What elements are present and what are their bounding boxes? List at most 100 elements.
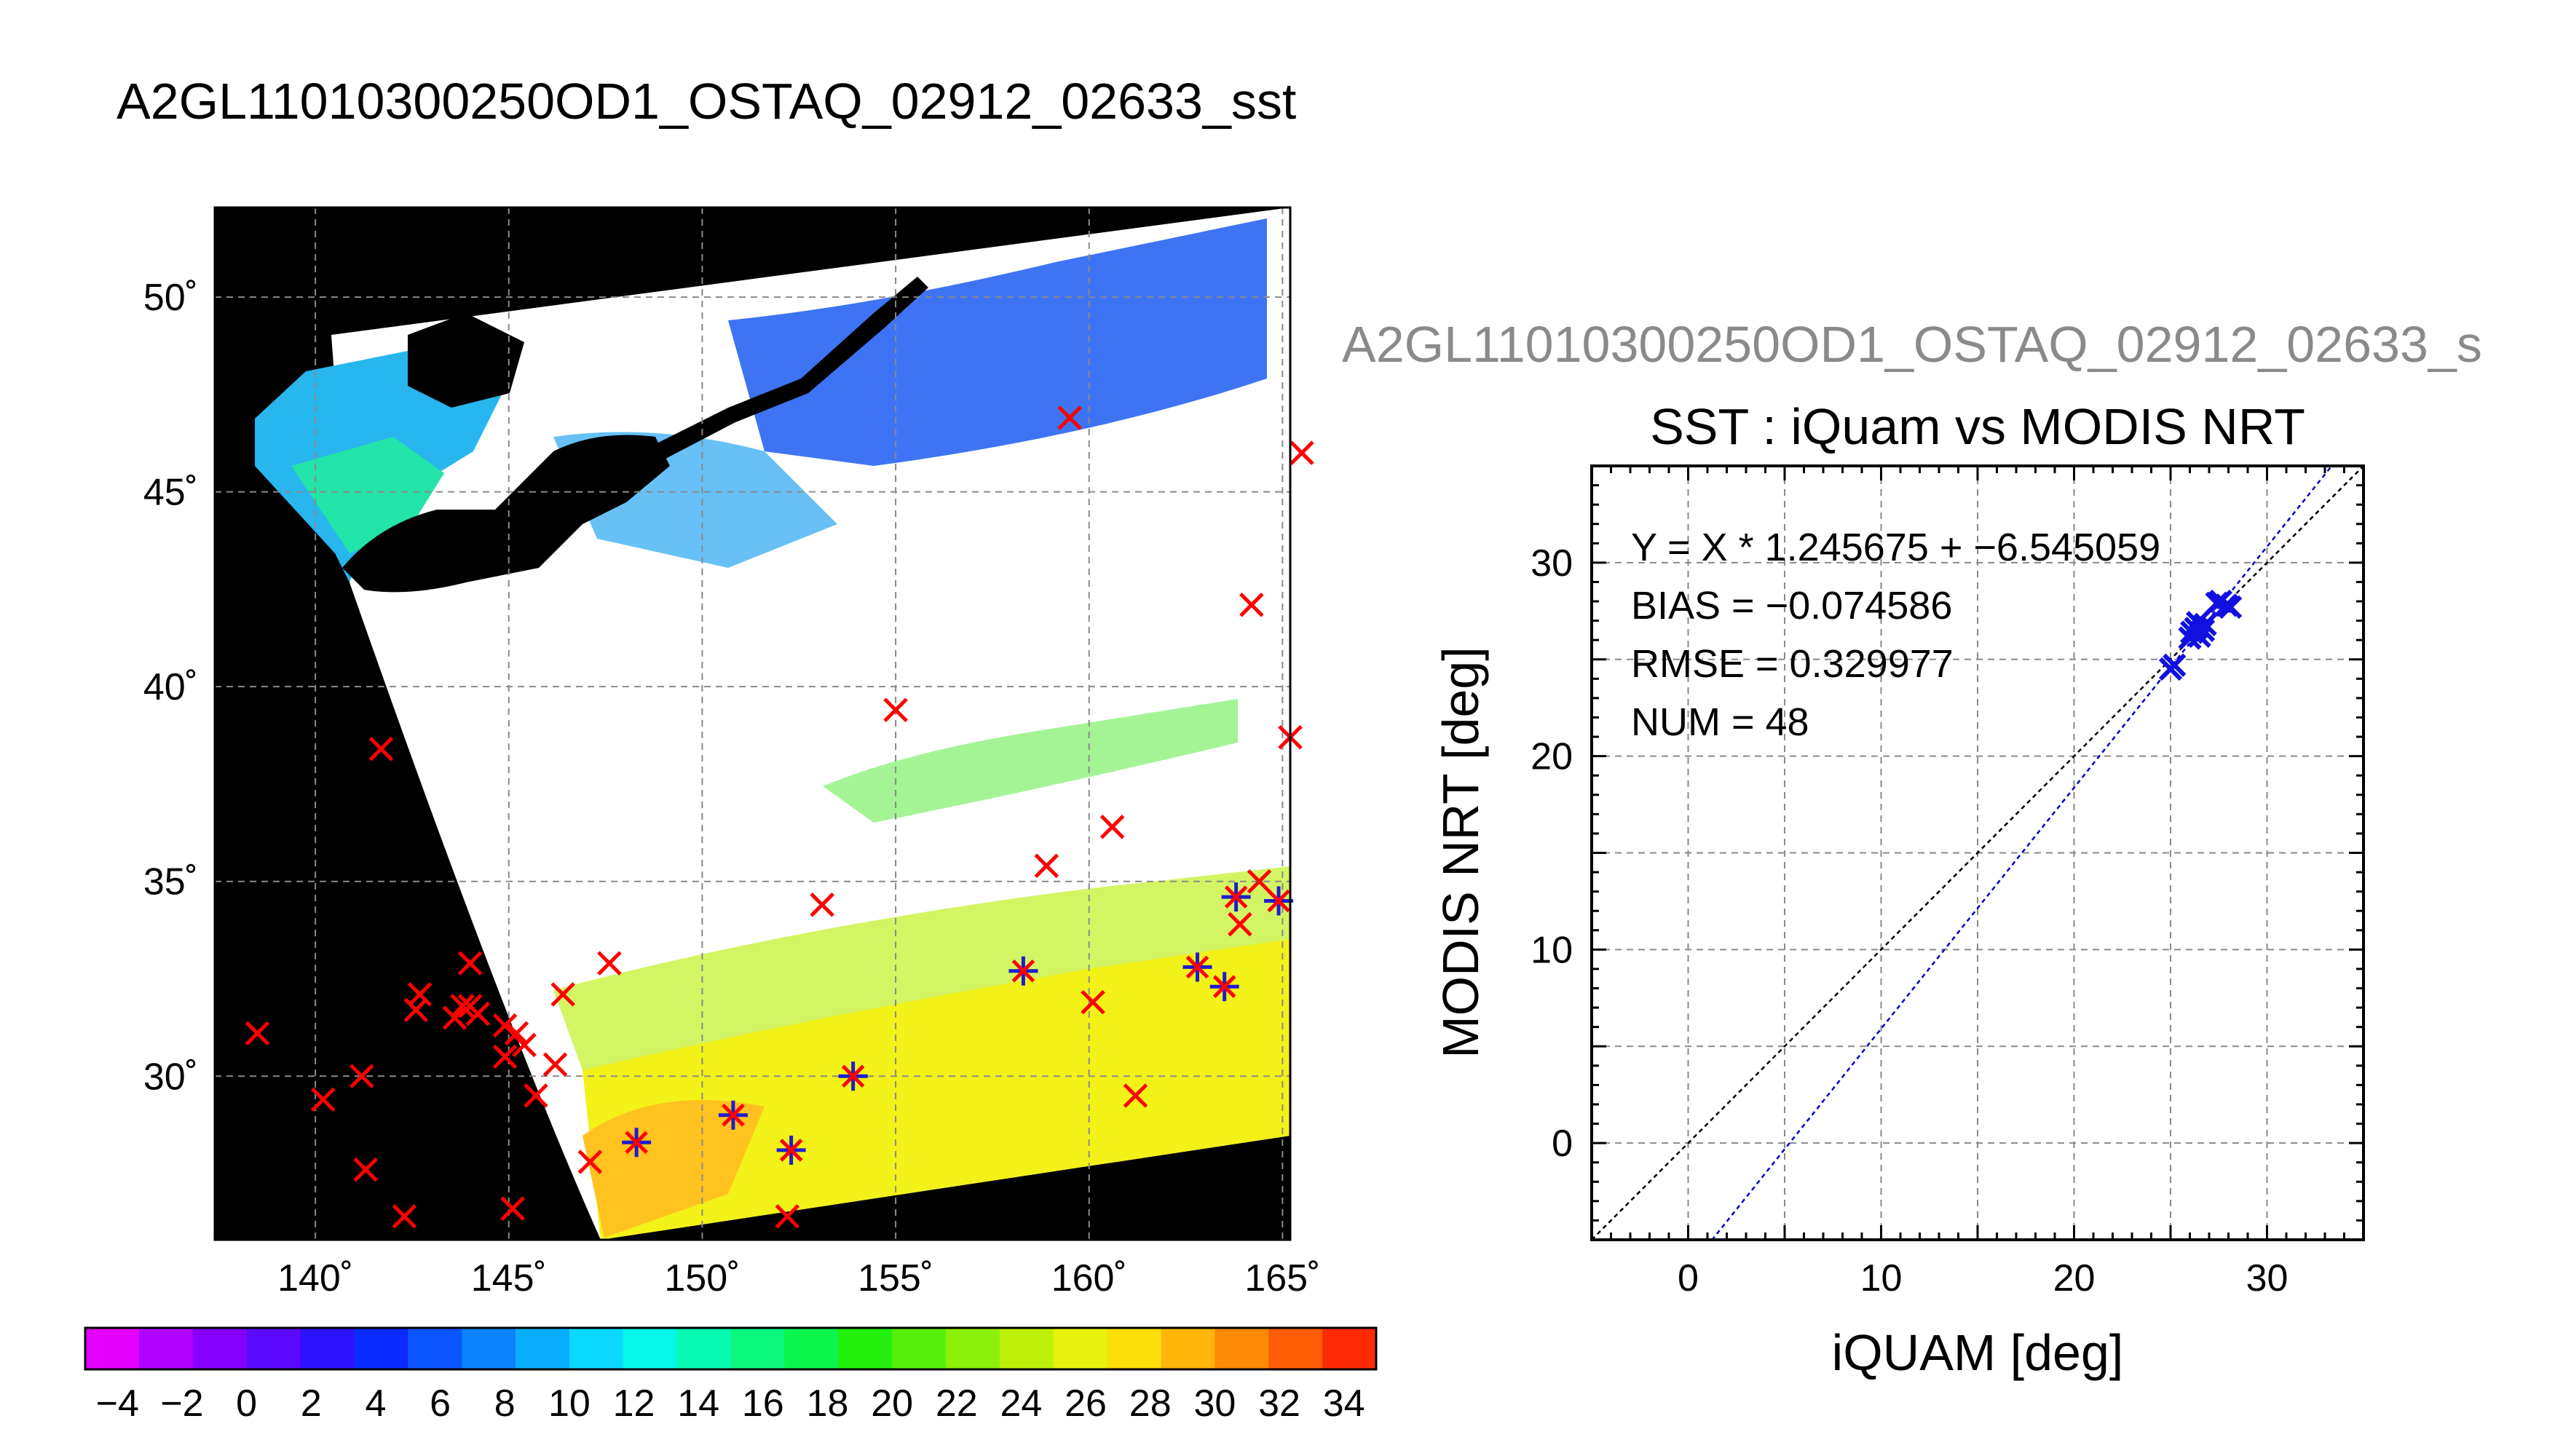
colorbar-tick-label: 28 [1129, 1382, 1172, 1425]
map-station-marker-red [392, 1204, 417, 1229]
colorbar-tick-label: 10 [548, 1382, 591, 1425]
map-lat-tick-label: 35˚ [143, 861, 198, 903]
map-station-marker-red [310, 1087, 336, 1112]
scatter-point [2193, 612, 2217, 637]
land-hokkaido [408, 313, 524, 408]
sst-map: 140˚ 145˚ 150˚ 155˚ 160˚ 165˚ 30˚ 35˚ 40˚ 45˚ 50˚ [143, 206, 1320, 1299]
colorbar-tick-label: 2 [301, 1382, 322, 1425]
map-lat-tick-label: 50˚ [143, 277, 198, 319]
scatter-x-label: iQUAM [deg] [1832, 1324, 2124, 1381]
colorbar-segment [192, 1328, 248, 1369]
colorbar-tick-label: 4 [365, 1382, 386, 1425]
map-station-marker-red [810, 893, 834, 917]
map-station-marker-matched [622, 1128, 652, 1158]
colorbar-tick-label: 14 [677, 1382, 719, 1425]
colorbar-tick-label: 34 [1323, 1382, 1365, 1425]
scatter-y-tick-label: 0 [1552, 1123, 1573, 1165]
land-kamchatka [917, 207, 1092, 255]
map-station-marker-red [442, 1005, 467, 1030]
map-station-marker-red [524, 1083, 548, 1108]
map-station-marker-red [457, 951, 483, 976]
identity-line [1592, 466, 2364, 1240]
map-lon-tick-label: 145˚ [471, 1257, 547, 1299]
map-station-marker-matched [776, 1135, 806, 1165]
map-station-marker-red [504, 1021, 529, 1046]
map-station-marker-red [407, 982, 433, 1007]
map-station-marker-red [403, 997, 429, 1023]
scatter-x-tick-label: 30 [2246, 1257, 2289, 1299]
map-lat-tick-label: 40˚ [143, 666, 198, 708]
map-lat-tick-label: 45˚ [143, 472, 198, 514]
map-lon-tick-label: 150˚ [664, 1257, 740, 1299]
colorbar-segment [354, 1328, 408, 1369]
scatter-point [2191, 618, 2216, 643]
colorbar-segment [946, 1328, 1000, 1369]
scatter-y-tick-label: 20 [1531, 736, 1573, 778]
map-station-marker-red [550, 982, 575, 1007]
colorbar-segment [1268, 1328, 1323, 1369]
stat-bias: BIAS = −0.074586 [1631, 584, 1952, 628]
sst-band-yellowgreen [553, 866, 1290, 1070]
map-station-marker-red [1247, 869, 1272, 894]
scatter-y-label: MODIS NRT [deg] [1432, 646, 1489, 1058]
map-station-marker-red [350, 1064, 374, 1089]
colorbar-segment [623, 1328, 678, 1369]
map-station-marker-matched [1221, 882, 1251, 912]
colorbar-segment [85, 1328, 140, 1369]
map-station-marker-matched [1264, 886, 1294, 916]
map-station-marker-red [1099, 815, 1125, 839]
scatter-y-tick-label: 10 [1531, 929, 1573, 971]
colorbar-segment [999, 1328, 1054, 1369]
map-lon-tick-label: 155˚ [858, 1257, 933, 1299]
scatter-point [2163, 653, 2187, 677]
map-station-marker-red [1228, 911, 1252, 937]
colorbar-segment [730, 1328, 785, 1369]
colorbar-tick-label: 32 [1258, 1382, 1300, 1425]
map-station-marker-red [492, 1044, 518, 1069]
sst-band-green-mid [823, 699, 1238, 823]
colorbar-frame [84, 1326, 1378, 1371]
map-lat-tick-label: 30˚ [143, 1056, 198, 1098]
scatter-x-tick-label: 20 [2053, 1257, 2096, 1299]
colorbar-tick-label: −4 [96, 1382, 139, 1425]
map-station-marker-matched [1008, 956, 1038, 986]
map-station-marker-red [1057, 405, 1082, 430]
map-station-marker-red [465, 1001, 491, 1026]
map-station-marker-red [492, 1013, 518, 1038]
stat-num: NUM = 48 [1631, 700, 1809, 744]
map-frame [213, 206, 1292, 1241]
colorbar-segment [1215, 1328, 1269, 1369]
map-lon-tick-label: 165˚ [1244, 1257, 1320, 1299]
scatter-super-title: A2GL11010300250OD1_OSTAQ_02912_02633_s [1342, 316, 2482, 373]
colorbar-segment [1107, 1328, 1161, 1369]
colorbar-tick-label: 20 [871, 1382, 913, 1425]
colorbar-segment [784, 1328, 839, 1369]
map-lon-tick-label: 160˚ [1051, 1257, 1127, 1299]
map-station-marker-red [245, 1021, 270, 1046]
colorbar-segment [1322, 1328, 1377, 1369]
colorbar-tick-label: −2 [160, 1382, 203, 1425]
map-station-marker-matched [838, 1061, 868, 1091]
colorbar-tick-label: 8 [494, 1382, 516, 1425]
scatter-x-tick-label: 10 [1860, 1257, 1903, 1299]
colorbar-segment [138, 1328, 194, 1369]
map-station-marker-red [1081, 989, 1105, 1015]
colorbar-segment [892, 1328, 947, 1369]
scatter-title: SST : iQuam vs MODIS NRT [1650, 398, 2305, 455]
map-station-marker-red [450, 994, 475, 1018]
colorbar-tick-label: 6 [430, 1382, 451, 1425]
map-station-marker-red [353, 1157, 378, 1182]
map-station-marker-red [1239, 593, 1264, 617]
colorbar-tick-label: 30 [1193, 1382, 1236, 1425]
regression-line [1710, 466, 2333, 1240]
sst-band-yellow [583, 939, 1290, 1240]
colorbar-segment [246, 1328, 301, 1369]
map-station-marker-red [500, 1196, 525, 1221]
map-station-marker-matched [1182, 952, 1212, 982]
map-station-marker-red [883, 697, 908, 723]
map-station-marker-red [542, 1052, 568, 1077]
map-station-marker-red [1034, 853, 1059, 879]
colorbar-segment [838, 1328, 893, 1369]
colorbar-segment [676, 1328, 731, 1369]
